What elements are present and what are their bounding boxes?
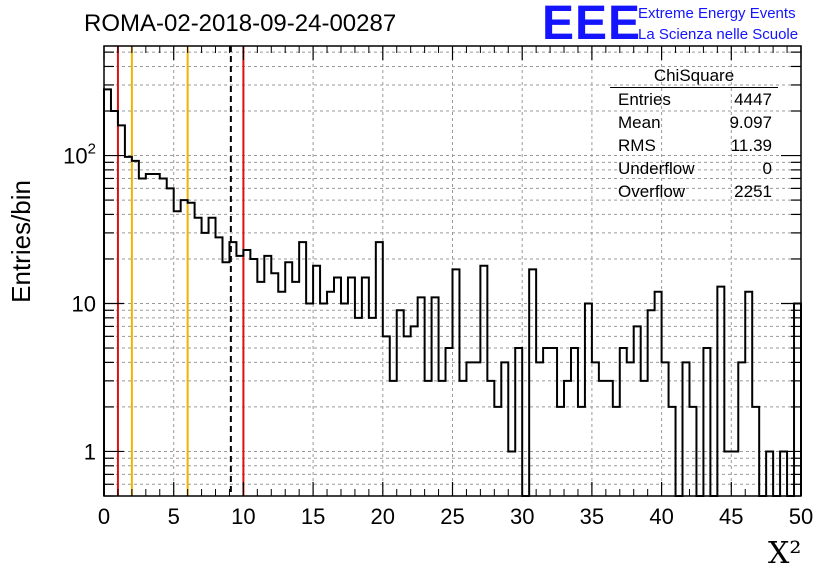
x-tick-label: 50	[789, 504, 813, 529]
stats-label: Mean	[618, 113, 661, 132]
stats-box: ChiSquare Entries 4447 Mean 9.097 RMS 11…	[610, 66, 778, 203]
chart-title: ROMA-02-2018-09-24-00287	[84, 10, 397, 37]
stats-row-underflow: Underflow 0	[610, 157, 778, 180]
stats-value: 4447	[734, 90, 772, 109]
x-tick-label: 35	[580, 504, 604, 529]
y-tick-label: 10	[72, 292, 96, 317]
logo-mark: EEE	[542, 0, 642, 50]
y-axis-label: Entries/bin	[6, 180, 36, 303]
stats-label: Entries	[618, 90, 671, 109]
x-tick-label: 45	[719, 504, 743, 529]
stats-label: Underflow	[618, 159, 695, 178]
stats-label: RMS	[618, 136, 656, 155]
axis-ticks	[103, 46, 802, 497]
x-tick-label: 5	[168, 504, 180, 529]
x-axis-label: X²	[768, 536, 802, 571]
x-tick-label: 40	[649, 504, 673, 529]
stats-row-overflow: Overflow 2251	[610, 180, 778, 203]
y-tick-label: 102	[63, 141, 96, 169]
stats-label: Overflow	[618, 182, 686, 201]
stats-row-rms: RMS 11.39	[610, 134, 778, 157]
stats-value: 9.097	[729, 113, 772, 132]
logo-line-2: La Scienza nelle Scuole	[638, 26, 799, 43]
stats-value: 0	[762, 159, 772, 178]
stats-value: 11.39	[730, 136, 772, 155]
x-tick-labels: 0 5 10 15 20 25 30 35 40 45 50	[98, 504, 813, 529]
x-tick-label: 20	[371, 504, 395, 529]
stats-row-entries: Entries 4447	[610, 88, 778, 111]
x-tick-label: 25	[440, 504, 464, 529]
y-tick-exponent: 2	[88, 141, 96, 158]
x-tick-label: 10	[231, 504, 255, 529]
y-tick-label: 1	[84, 439, 96, 464]
x-tick-label: 0	[98, 504, 110, 529]
logo-line-1: Extreme Energy Events	[638, 5, 796, 22]
x-tick-label: 15	[301, 504, 325, 529]
stats-title: ChiSquare	[610, 66, 778, 88]
stats-row-mean: Mean 9.097	[610, 111, 778, 134]
y-tick-labels: 1 10 102	[63, 141, 96, 465]
reference-lines	[116, 46, 245, 496]
histogram-series	[103, 88, 802, 497]
x-tick-label: 30	[510, 504, 534, 529]
stats-value: 2251	[734, 182, 772, 201]
